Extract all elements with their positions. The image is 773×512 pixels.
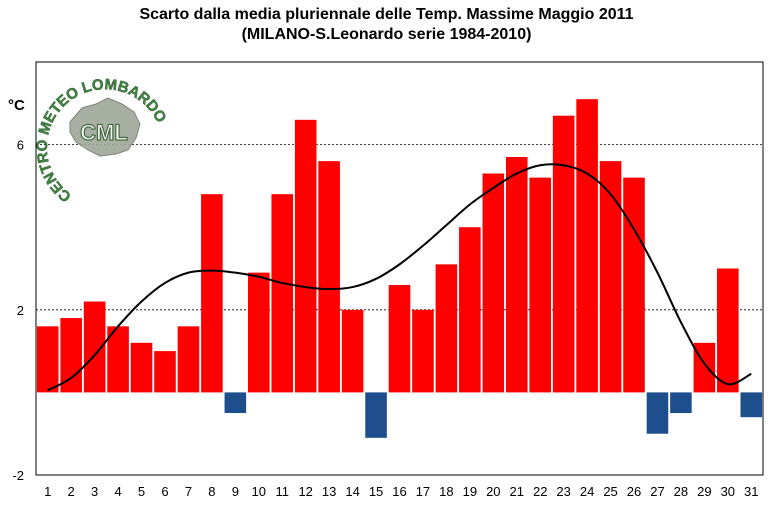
bar-day-20 bbox=[482, 173, 505, 393]
x-tick-label: 29 bbox=[697, 484, 711, 499]
x-tick-label: 11 bbox=[275, 484, 289, 499]
bar-day-16 bbox=[388, 285, 411, 393]
bar-day-5 bbox=[130, 342, 153, 393]
x-tick-label: 15 bbox=[369, 484, 383, 499]
bar-day-17 bbox=[412, 309, 434, 393]
x-tick-label: 23 bbox=[556, 484, 570, 499]
x-tick-label: 19 bbox=[463, 484, 477, 499]
bar-day-25 bbox=[599, 161, 622, 393]
x-tick-label: 30 bbox=[721, 484, 735, 499]
bar-day-30 bbox=[717, 268, 739, 393]
x-tick-label: 8 bbox=[208, 484, 215, 499]
bar-day-27 bbox=[646, 392, 669, 434]
x-tick-label: 18 bbox=[439, 484, 453, 499]
chart-title: Scarto dalla media pluriennale delle Tem… bbox=[0, 5, 773, 45]
bar-day-2 bbox=[60, 318, 82, 393]
bar-day-9 bbox=[224, 392, 247, 414]
lombardy-map-shape bbox=[69, 97, 141, 157]
x-tick-label: 25 bbox=[603, 484, 617, 499]
bar-day-22 bbox=[529, 177, 551, 393]
x-tick-label: 13 bbox=[322, 484, 336, 499]
bar-day-4 bbox=[107, 326, 129, 393]
bar-day-1 bbox=[36, 326, 59, 393]
chart-subtitle: (MILANO-S.Leonardo serie 1984-2010) bbox=[241, 26, 532, 43]
x-tick-label: 3 bbox=[91, 484, 98, 499]
bar-day-15 bbox=[365, 392, 387, 438]
x-tick-label: 4 bbox=[114, 484, 121, 499]
cml-abbr: CML bbox=[80, 120, 128, 145]
x-tick-label: 20 bbox=[486, 484, 500, 499]
y-tick-label: 2 bbox=[17, 303, 24, 318]
x-tick-label: 2 bbox=[68, 484, 75, 499]
bar-day-19 bbox=[459, 227, 481, 393]
x-tick-label: 14 bbox=[345, 484, 359, 499]
x-tick-label: 22 bbox=[533, 484, 547, 499]
x-tick-label: 27 bbox=[650, 484, 664, 499]
y-tick-label: -2 bbox=[12, 468, 24, 483]
bar-day-28 bbox=[670, 392, 692, 414]
bar-day-24 bbox=[576, 99, 598, 393]
bar-day-26 bbox=[623, 177, 645, 393]
y-axis-ticks: -2 2 6 bbox=[12, 138, 24, 483]
bar-day-14 bbox=[341, 309, 364, 393]
y-tick-label: 6 bbox=[17, 138, 24, 153]
bar-day-6 bbox=[154, 351, 176, 393]
x-tick-label: 10 bbox=[252, 484, 266, 499]
x-axis-ticks: 1 2 3 4 5 6 7 8 9 10 11 12 13 14 15 16 17 18 19 20 21 22 23 24 2… bbox=[44, 484, 758, 499]
x-tick-label: 24 bbox=[580, 484, 594, 499]
x-tick-label: 26 bbox=[627, 484, 641, 499]
x-tick-label: 9 bbox=[232, 484, 239, 499]
bar-day-11 bbox=[271, 194, 294, 393]
bar-day-10 bbox=[248, 272, 270, 393]
x-tick-label: 21 bbox=[510, 484, 524, 499]
bar-day-8 bbox=[201, 194, 223, 393]
bar-day-3 bbox=[83, 301, 106, 393]
bar-day-7 bbox=[177, 326, 200, 393]
bar-day-21 bbox=[505, 156, 528, 393]
x-tick-label: 31 bbox=[744, 484, 758, 499]
trend-line bbox=[47, 163, 752, 392]
x-tick-label: 17 bbox=[416, 484, 430, 499]
chart-title-line1: Scarto dalla media pluriennale delle Tem… bbox=[139, 6, 634, 23]
bar-day-18 bbox=[435, 264, 458, 393]
bars bbox=[36, 99, 763, 438]
y-axis-label: °C bbox=[8, 97, 25, 114]
bar-day-23 bbox=[552, 115, 575, 393]
bar-day-12 bbox=[294, 119, 317, 393]
x-tick-label: 28 bbox=[674, 484, 688, 499]
x-tick-label: 5 bbox=[138, 484, 145, 499]
x-tick-label: 1 bbox=[44, 484, 51, 499]
bar-day-31 bbox=[740, 392, 763, 418]
bar-day-13 bbox=[318, 161, 340, 393]
x-tick-label: 7 bbox=[185, 484, 192, 499]
x-tick-label: 6 bbox=[161, 484, 168, 499]
x-tick-label: 16 bbox=[392, 484, 406, 499]
x-tick-label: 12 bbox=[298, 484, 312, 499]
